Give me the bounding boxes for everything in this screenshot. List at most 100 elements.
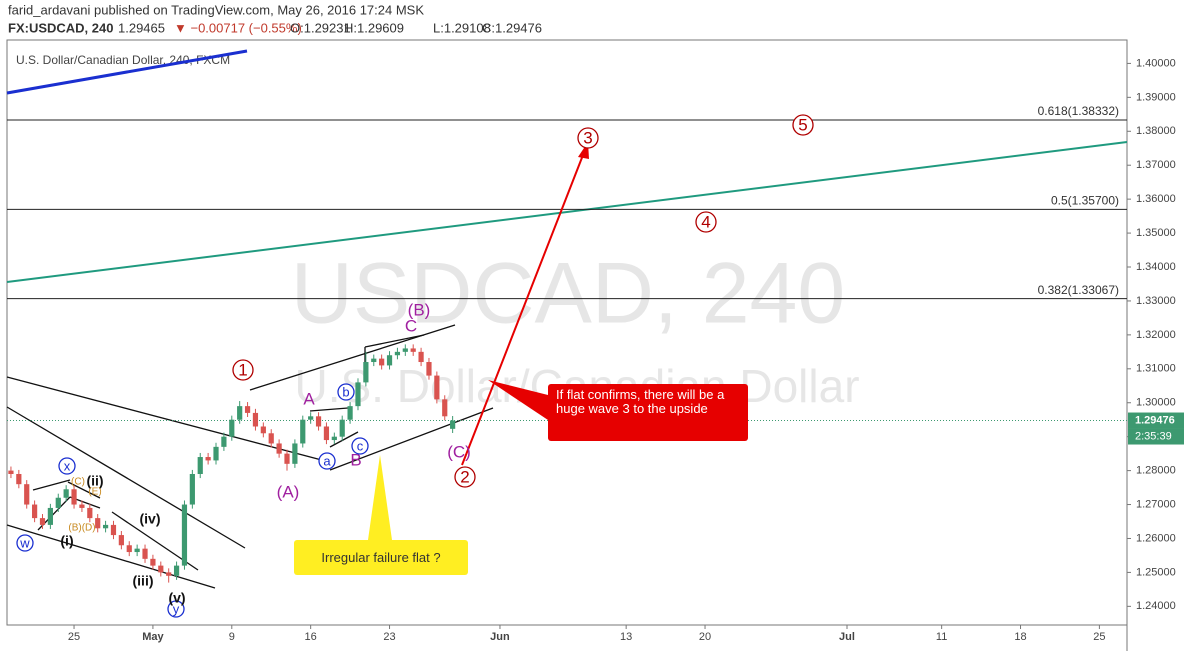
wave-label: c [357, 438, 364, 453]
candle-body [450, 420, 456, 429]
candle-body [410, 348, 416, 352]
candle-body [379, 358, 385, 366]
candle-body [284, 453, 290, 464]
change: ▼ −0.00717 (−0.55%) [174, 20, 302, 35]
y-tick-label: 1.25000 [1136, 566, 1176, 578]
y-tick-label: 1.38000 [1136, 125, 1176, 137]
y-tick-label: 1.27000 [1136, 498, 1176, 510]
x-tick-label: Jul [839, 631, 855, 643]
wave-circle [337, 383, 355, 401]
candle-body [55, 497, 61, 508]
candle-body [402, 348, 408, 352]
wave-label: (C) [447, 442, 471, 461]
candle-body [205, 457, 211, 461]
candle-body [323, 426, 330, 441]
x-tick-label: 11 [936, 631, 947, 643]
fib-label: 0.5(1.35700) [1051, 193, 1119, 207]
countdown-tag [1128, 428, 1184, 445]
candle-body [32, 504, 38, 519]
wave-label: B [350, 450, 361, 469]
symbol: FX:USDCAD, 240 [8, 20, 113, 35]
wave-label: 5 [798, 115, 807, 134]
y-tick-label: 1.36000 [1136, 193, 1176, 205]
candle-body [426, 362, 432, 376]
candle-body [308, 416, 314, 420]
wave-label: (i) [60, 533, 73, 549]
wave-circle [318, 452, 336, 470]
candle-body [347, 406, 353, 420]
ohlc-value: O:1.29231 [290, 20, 351, 35]
candle-body [221, 436, 227, 447]
x-tick-label: 23 [383, 631, 395, 643]
y-tick-label: 1.37000 [1136, 159, 1176, 171]
wave-label: 2 [460, 467, 469, 486]
y-tick-label: 1.34000 [1136, 261, 1176, 273]
candle-body [442, 399, 448, 417]
trend-line [6, 406, 246, 549]
y-tick-label: 1.35000 [1136, 227, 1176, 239]
x-tick-label: 25 [68, 631, 80, 643]
y-tick-label: 1.30000 [1136, 397, 1176, 409]
trend-line [309, 407, 349, 412]
projection-arrow [461, 154, 584, 466]
wave-label: a [323, 453, 331, 468]
wave-label: (C) [71, 477, 85, 488]
trend-line [67, 481, 101, 499]
trend-line [364, 334, 425, 348]
wave-circle [351, 437, 369, 455]
candle-body [331, 436, 337, 441]
wave-circle [58, 457, 76, 475]
trend-line [329, 407, 494, 471]
ohlc-value: H:1.29609 [344, 20, 404, 35]
candle-body [315, 416, 322, 427]
candle-body [292, 443, 298, 464]
countdown: 2:35:39 [1135, 430, 1172, 442]
y-tick-label: 1.24000 [1136, 600, 1176, 612]
wave-circle [167, 600, 185, 618]
candle-body [95, 518, 101, 529]
x-tick-label: 16 [305, 631, 317, 643]
y-tick-label: 1.40000 [1136, 57, 1176, 69]
wave-label: x [64, 458, 71, 473]
callout-yellow: Irregular failure flat ? [294, 540, 468, 575]
trend-line [329, 431, 359, 448]
callout-pointer [368, 455, 392, 540]
candle-body [237, 406, 243, 420]
y-tick-label: 1.39000 [1136, 91, 1176, 103]
candle-body [173, 565, 180, 576]
wave-label: (iii) [133, 573, 154, 589]
plot-layer: 1.240001.250001.260001.270001.280001.290… [6, 49, 1184, 643]
wave-label: (v) [168, 590, 185, 606]
y-tick-label: 1.32000 [1136, 329, 1176, 341]
x-tick-label: 13 [620, 631, 632, 643]
wave-circle [792, 114, 814, 136]
wave-circle [232, 359, 254, 381]
candle-body [244, 406, 251, 413]
x-tick-label: 20 [699, 631, 711, 643]
fib-label: 0.382(1.33067) [1038, 283, 1119, 297]
candle-body [150, 558, 156, 566]
wave-label: (A) [277, 482, 300, 501]
fib-label: 0.618(1.38332) [1038, 104, 1119, 118]
callout-pointer [488, 380, 548, 420]
candle-body [197, 457, 203, 474]
candle-body [268, 433, 274, 444]
watermark: USDCAD, 240 [291, 246, 845, 342]
x-tick-label: May [142, 631, 164, 643]
candle-body [142, 548, 148, 559]
y-tick-label: 1.33000 [1136, 295, 1176, 307]
candle-body [260, 426, 266, 434]
candle-body [63, 489, 69, 498]
candle-body [134, 548, 140, 553]
candle-body [300, 419, 306, 444]
candle-body [371, 358, 377, 363]
wave-label: A [303, 389, 315, 408]
y-tick-label: 1.28000 [1136, 465, 1176, 477]
trend-line [32, 479, 71, 491]
candle-body [189, 473, 195, 505]
x-tick-label: Jun [490, 631, 510, 643]
x-tick-label: 25 [1093, 631, 1105, 643]
